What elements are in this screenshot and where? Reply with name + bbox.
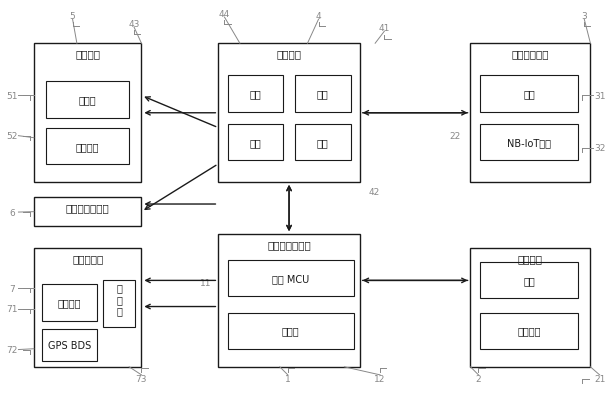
Text: 4: 4 — [315, 12, 322, 20]
Text: 度: 度 — [116, 306, 122, 315]
Text: 51: 51 — [7, 92, 18, 101]
Text: 数据总线: 数据总线 — [517, 326, 541, 336]
Text: 血氧: 血氧 — [317, 138, 329, 147]
Text: 计时器: 计时器 — [79, 95, 97, 105]
Bar — [228, 261, 354, 297]
Text: 呼吸: 呼吸 — [249, 138, 261, 147]
Bar — [295, 76, 351, 112]
Text: 获取模块: 获取模块 — [277, 49, 301, 59]
Text: 6: 6 — [9, 208, 15, 217]
Bar — [480, 76, 578, 112]
Text: 光线模块: 光线模块 — [75, 49, 100, 59]
Text: 3: 3 — [581, 12, 587, 20]
Text: 22: 22 — [450, 132, 461, 141]
Text: 无线通讯模块: 无线通讯模块 — [512, 49, 549, 59]
Bar — [103, 281, 135, 327]
Bar — [228, 313, 354, 349]
Text: 速: 速 — [116, 294, 122, 304]
Text: 主控 MCU: 主控 MCU — [272, 274, 309, 284]
Text: 42: 42 — [368, 188, 379, 197]
Text: 73: 73 — [136, 375, 147, 383]
Text: 存储器: 存储器 — [282, 326, 300, 336]
Bar — [42, 285, 97, 321]
Bar — [34, 44, 141, 182]
Bar — [34, 198, 141, 227]
Text: 7: 7 — [9, 284, 15, 293]
Text: 31: 31 — [594, 92, 605, 101]
Bar — [46, 128, 129, 164]
Bar — [480, 124, 578, 160]
Text: 44: 44 — [219, 10, 230, 18]
Bar — [46, 82, 129, 118]
Text: 21: 21 — [594, 375, 605, 383]
Text: 41: 41 — [379, 24, 390, 33]
Text: NB-IoT芯片: NB-IoT芯片 — [507, 138, 551, 147]
Bar — [470, 249, 590, 367]
Text: 32: 32 — [594, 144, 605, 153]
Text: 43: 43 — [129, 20, 140, 28]
Text: 传感器模块: 传感器模块 — [72, 254, 103, 263]
Text: 2: 2 — [475, 375, 482, 383]
Bar — [34, 249, 141, 367]
Text: 电池: 电池 — [523, 276, 535, 286]
Bar — [218, 235, 360, 367]
Bar — [480, 313, 578, 349]
Text: 中央处理器模块: 中央处理器模块 — [267, 240, 311, 249]
Text: 心率: 心率 — [249, 89, 261, 99]
Text: 5: 5 — [69, 12, 76, 20]
Bar — [228, 76, 283, 112]
Text: 72: 72 — [7, 345, 18, 354]
Text: 可触控显示模块: 可触控显示模块 — [66, 203, 109, 213]
Bar — [480, 263, 578, 299]
Text: 12: 12 — [375, 375, 386, 383]
Text: 电源模块: 电源模块 — [518, 254, 543, 263]
Text: GPS BDS: GPS BDS — [48, 340, 91, 350]
Text: 光线传感: 光线传感 — [76, 142, 100, 151]
Text: 加: 加 — [116, 283, 122, 293]
Bar — [228, 124, 283, 160]
Text: 重力感应: 重力感应 — [58, 298, 81, 308]
Text: 71: 71 — [7, 304, 18, 313]
Text: 11: 11 — [200, 278, 212, 287]
Bar — [42, 329, 97, 361]
Bar — [295, 124, 351, 160]
Text: 蓝牙: 蓝牙 — [523, 89, 535, 99]
Text: 1: 1 — [285, 375, 291, 383]
Text: 血压: 血压 — [317, 89, 329, 99]
Text: 52: 52 — [7, 132, 18, 141]
Bar — [470, 44, 590, 182]
Bar — [218, 44, 360, 182]
